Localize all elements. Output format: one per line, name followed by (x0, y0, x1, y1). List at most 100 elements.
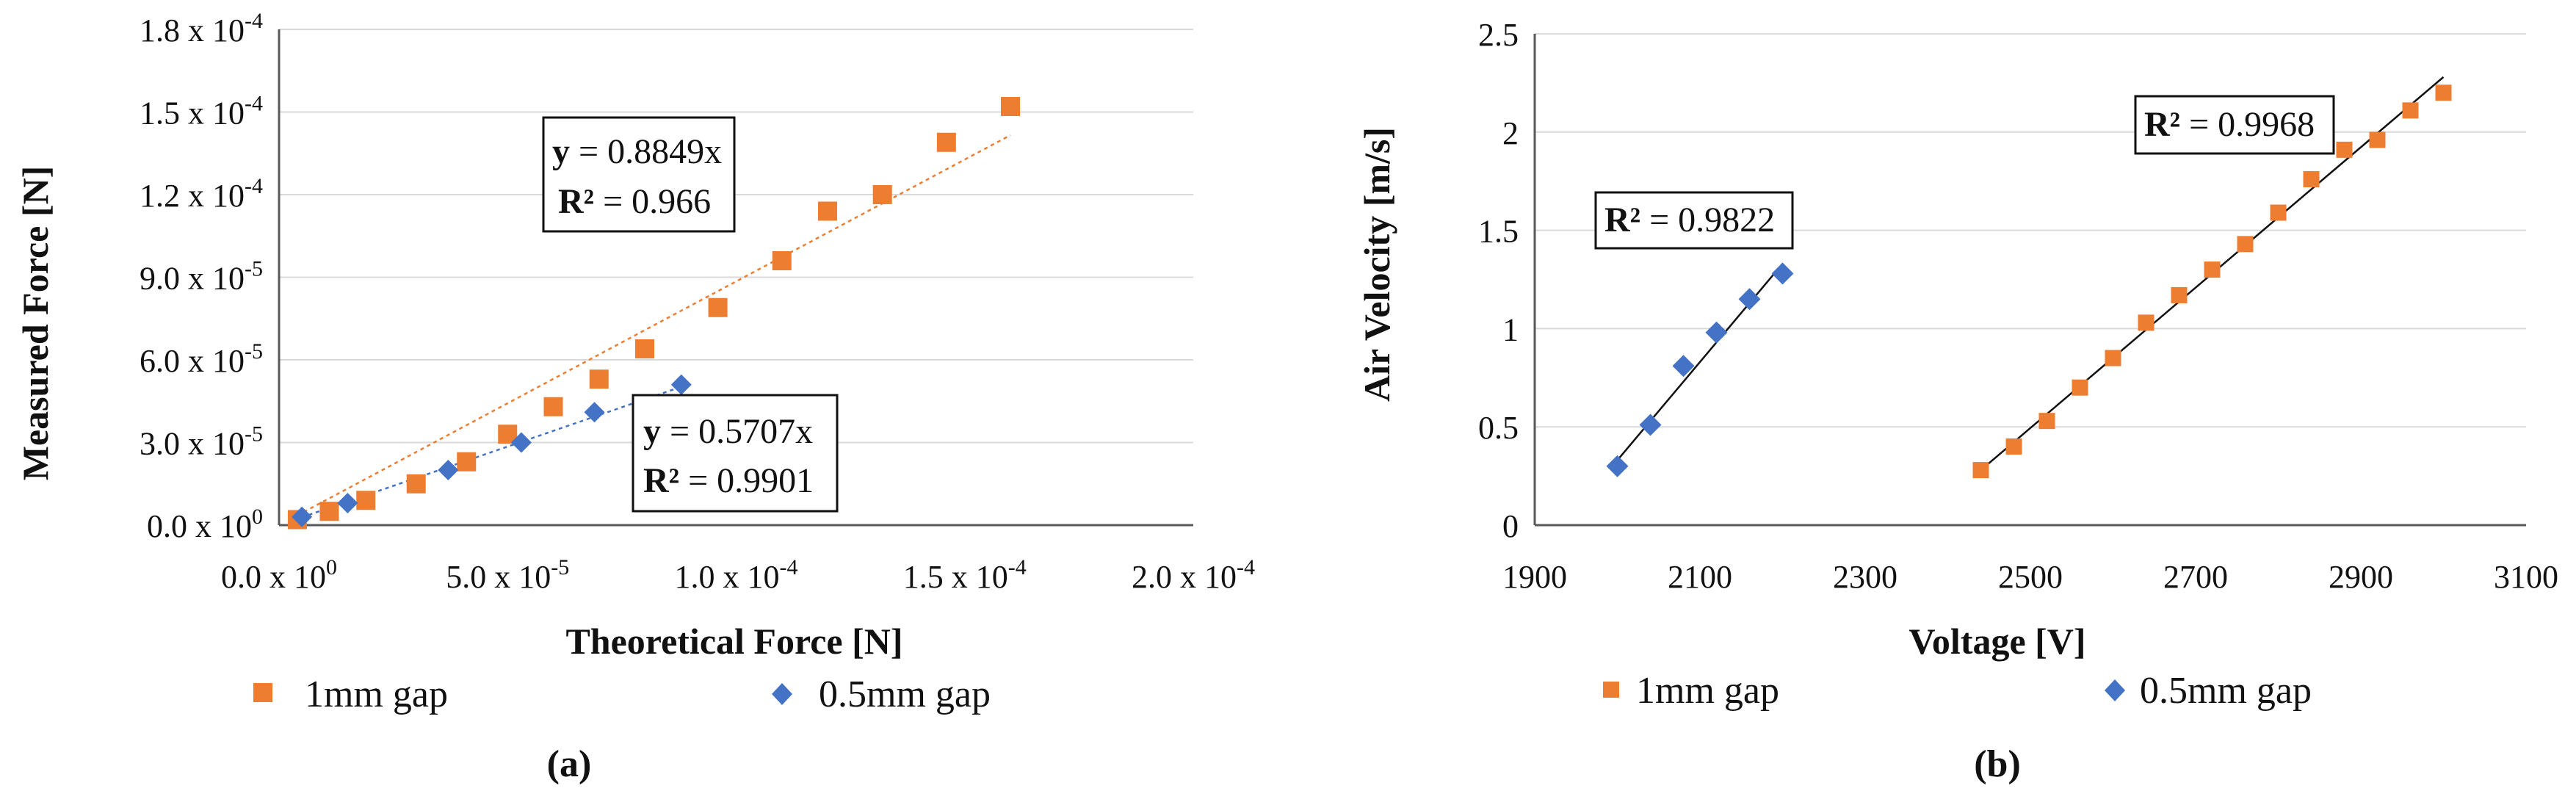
chart-a-point-1mm (708, 297, 728, 317)
chart-b-point-1mm (2038, 413, 2055, 430)
chart-a-y-tick-label: 1.2 x 10-4 (140, 174, 263, 214)
chart-a-point-05mm (670, 374, 692, 395)
chart-a-annotation-1mm-equation: y = 0.8849x (552, 132, 722, 171)
chart-b-point-05mm (1771, 262, 1794, 285)
chart-b-points (1606, 84, 2452, 479)
chart-b-point-1mm (2303, 171, 2320, 188)
chart-a-point-1mm (818, 201, 837, 221)
chart-a-point-1mm (356, 491, 376, 510)
chart-a-point-05mm (292, 506, 313, 527)
chart-b-point-1mm (2171, 286, 2188, 303)
chart-b-x-tick-label: 2300 (1833, 559, 1897, 595)
chart-a-y-tick-label: 1.8 x 10-4 (140, 9, 263, 48)
chart-a-legend-label-05mm: 0.5mm gap (819, 673, 991, 715)
chart-a-x-tick-label: 1.5 x 10-4 (903, 555, 1027, 595)
chart-b-y-tick-label: 1 (1502, 311, 1519, 347)
chart-b-annotation-05mm-r2: R² = 0.9822 (1604, 201, 1775, 239)
chart-b-point-05mm (1738, 288, 1761, 311)
chart-b-x-tick-label: 1900 (1502, 559, 1567, 595)
chart-a-point-1mm (936, 132, 956, 152)
chart-b-legend-marker-1mm (1603, 682, 1619, 698)
chart-a-point-05mm (584, 402, 605, 423)
chart-b-annotation-05mm-box (1594, 191, 1794, 250)
chart-a-points (287, 97, 1020, 530)
chart-b-trendline (1616, 263, 1784, 461)
chart-b-y-tick-label: 2 (1502, 115, 1519, 151)
chart-b-point-1mm (2435, 84, 2452, 101)
chart-a-annotation-05mm-r2: R² = 0.9901 (643, 461, 814, 500)
chart-b-point-1mm (2138, 314, 2154, 331)
chart-a-point-1mm (406, 474, 426, 494)
chart-b-legend-marker-05mm (2105, 679, 2125, 701)
chart-b-annotation-1mm-box (2134, 95, 2335, 155)
chart-a-point-05mm (337, 493, 358, 513)
chart-a-gridlines (279, 29, 1193, 444)
chart-b-point-05mm (1705, 321, 1728, 344)
chart-a-x-tick-labels: 0.0 x 100 5.0 x 10-5 1.0 x 10-4 1.5 x 10-4 2… (221, 555, 1255, 595)
chart-a-y-tick-label: 9.0 x 10-5 (140, 257, 263, 297)
chart-b-point-1mm (2204, 261, 2221, 278)
chart-a-annotation-1mm-box (542, 116, 736, 233)
chart-a-y-tick-label: 3.0 x 10-5 (140, 422, 263, 462)
chart-b-point-1mm (2237, 236, 2254, 253)
chart-a-y-tick-label: 1.5 x 10-4 (140, 92, 263, 131)
chart-a-y-tick-label: 6.0 x 10-5 (140, 339, 263, 379)
chart-b: 0 0.5 1 1.5 2 2.5 1900 2100 2300 2500 2700 2900 310… (1356, 17, 2558, 785)
chart-b-point-1mm (2369, 131, 2386, 148)
chart-a-point-1mm (319, 502, 339, 521)
chart-a-annotation-05mm-equation: y = 0.5707x (643, 412, 813, 451)
chart-b-x-tick-label: 2900 (2329, 559, 2393, 595)
chart-b-annotation-05mm: R² = 0.9822 (1594, 191, 1794, 250)
chart-a-annotation-1mm-r2: R² = 0.966 (558, 182, 711, 221)
chart-b-y-axis-title: Air Velocity [m/s] (1356, 127, 1397, 402)
chart-a-point-1mm (772, 251, 792, 270)
chart-b-point-1mm (2336, 141, 2353, 158)
chart-a-y-tick-labels: 0.0 x 100 3.0 x 10-5 6.0 x 10-5 9.0 x 10-5 1… (140, 9, 263, 544)
chart-a-annotation-05mm-box (632, 394, 839, 513)
chart-b-point-1mm (2072, 379, 2088, 396)
chart-b-point-05mm (1606, 455, 1629, 477)
chart-a-point-1mm (1001, 97, 1020, 116)
chart-a-point-1mm (457, 452, 477, 472)
chart-a-x-axis-title: Theoretical Force [N] (565, 621, 902, 662)
chart-b-x-tick-label: 2700 (2163, 559, 2228, 595)
chart-a-point-1mm (872, 185, 892, 204)
chart-b-x-tick-label: 2100 (1668, 559, 1732, 595)
chart-a-point-1mm (635, 339, 654, 358)
chart-b-annotation-1mm-r2: R² = 0.9968 (2144, 105, 2315, 144)
chart-b-x-axis-title: Voltage [V] (1909, 621, 2085, 662)
chart-b-point-1mm (2105, 350, 2121, 366)
chart-b-legend: 1mm gap 0.5mm gap (1603, 670, 2312, 712)
chart-a-panel-label: (a) (547, 743, 592, 785)
chart-a-point-1mm (589, 369, 609, 389)
chart-a-point-05mm (510, 432, 532, 453)
chart-a-x-tick-label: 1.0 x 10-4 (675, 555, 798, 595)
chart-b-point-05mm (1672, 355, 1695, 378)
chart-a-annotation-1mm: y = 0.8849x R² = 0.966 (542, 116, 736, 233)
chart-b-point-1mm (2402, 102, 2419, 119)
chart-b-annotation-1mm: R² = 0.9968 (2134, 95, 2335, 155)
chart-a-legend-label-1mm: 1mm gap (305, 673, 448, 715)
chart-a-y-axis-title: Measured Force [N] (15, 166, 56, 481)
chart-b-point-1mm (1972, 462, 1989, 479)
chart-b-y-tick-labels: 0 0.5 1 1.5 2 2.5 (1478, 17, 1519, 544)
chart-a-x-tick-label: 0.0 x 100 (221, 555, 337, 595)
chart-b-x-tick-label: 3100 (2494, 559, 2558, 595)
chart-a-legend-marker-1mm (253, 683, 272, 702)
chart-a-legend-marker-05mm (772, 683, 792, 705)
chart-b-y-tick-label: 1.5 (1478, 214, 1519, 250)
chart-b-point-05mm (1639, 413, 1662, 436)
chart-a-legend: 1mm gap 0.5mm gap (253, 673, 991, 715)
chart-a-trendline (297, 134, 1011, 516)
chart-b-legend-label-1mm: 1mm gap (1636, 670, 1779, 712)
chart-b-point-1mm (2270, 204, 2287, 221)
chart-b-y-tick-label: 2.5 (1478, 17, 1519, 53)
chart-b-y-tick-label: 0 (1502, 508, 1519, 544)
chart-a-x-tick-label: 5.0 x 10-5 (446, 555, 569, 595)
chart-a-annotation-05mm: y = 0.5707x R² = 0.9901 (632, 394, 839, 513)
chart-b-legend-label-05mm: 0.5mm gap (2140, 670, 2312, 712)
chart-a-point-05mm (438, 460, 459, 480)
chart-b-panel-label: (b) (1974, 743, 2021, 785)
chart-b-x-tick-labels: 1900 2100 2300 2500 2700 2900 3100 (1502, 559, 2558, 595)
